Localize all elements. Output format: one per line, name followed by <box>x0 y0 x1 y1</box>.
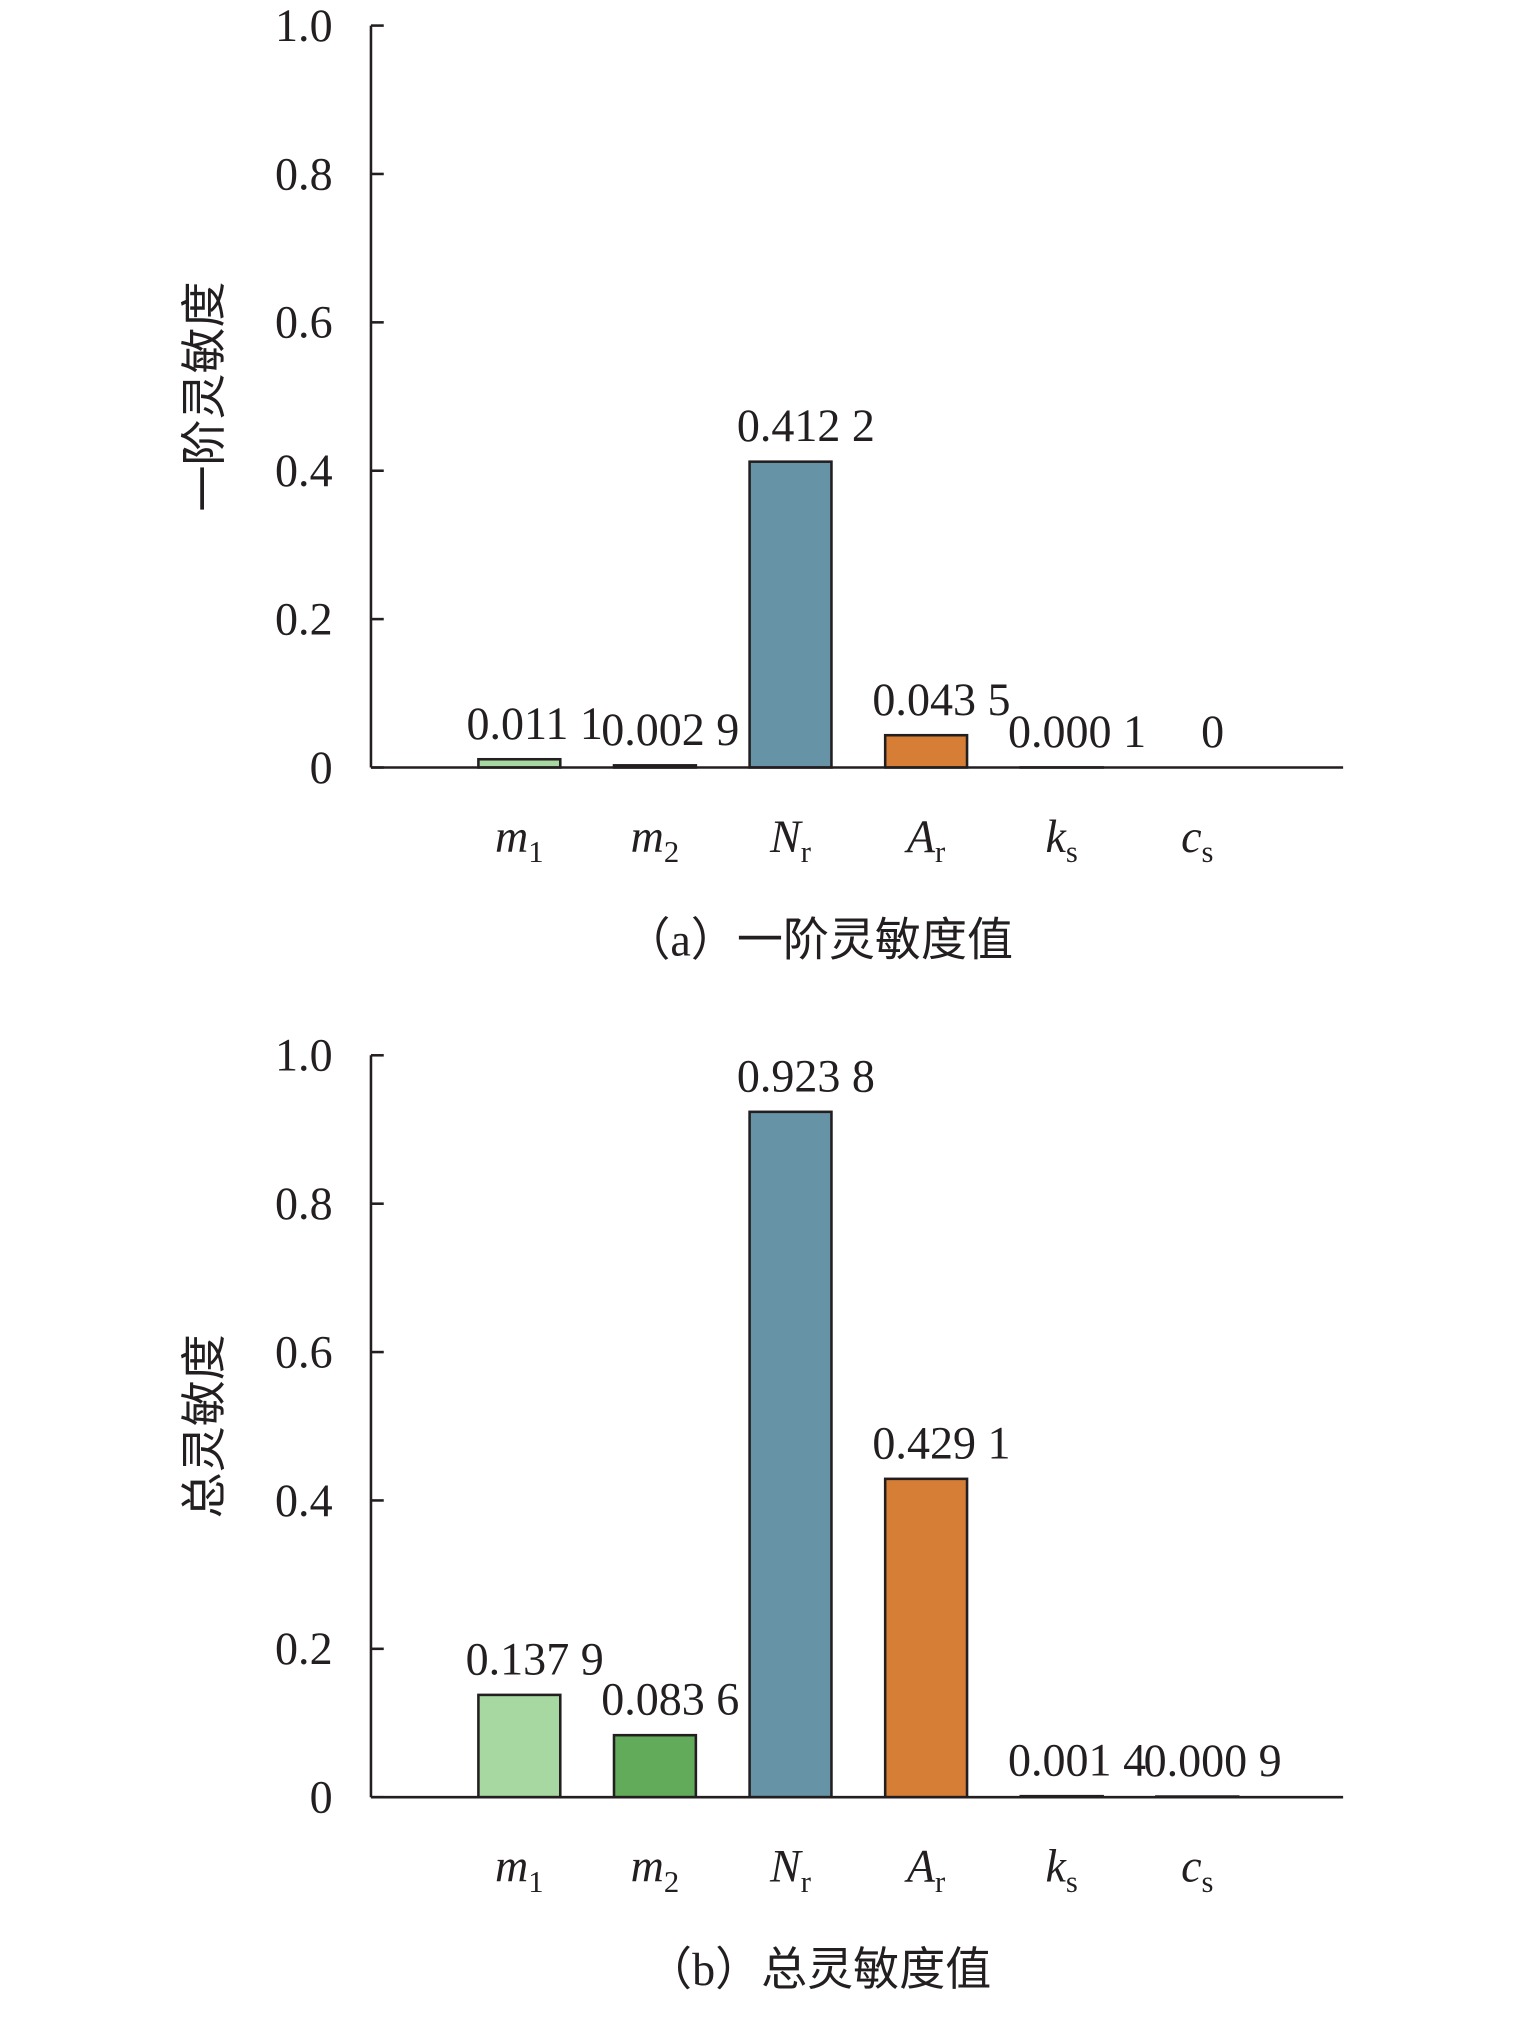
value-label: 0.923 8 <box>737 1050 875 1101</box>
category-symbol: k <box>1046 1841 1068 1892</box>
category-subscript: s <box>1202 835 1214 869</box>
y-tick-label: 0.8 <box>275 1178 333 1229</box>
category-subscript: 1 <box>528 1865 543 1899</box>
category-subscript: r <box>935 1865 945 1899</box>
value-label: 0 <box>1201 706 1224 757</box>
bar <box>883 733 969 769</box>
y-tick-label: 0 <box>310 1772 333 1823</box>
value-label: 0.043 5 <box>872 674 1010 725</box>
y-tick-label: 1.0 <box>275 0 333 51</box>
caption: （b）总灵敏度值 <box>646 1944 991 1995</box>
x-tick-label: m2 <box>631 811 680 869</box>
category-symbol: m <box>631 811 664 862</box>
caption: （a）一阶灵敏度值 <box>624 915 1013 966</box>
y-tick-label: 0.6 <box>275 297 333 348</box>
category-subscript: 1 <box>528 835 543 869</box>
y-tick-label: 0 <box>310 742 333 793</box>
value-label: 0.000 9 <box>1144 1735 1282 1786</box>
y-tick-label: 0.4 <box>275 1475 333 1526</box>
x-tick-label: Nr <box>769 1841 811 1899</box>
category-subscript: s <box>1066 835 1078 869</box>
y-axis-label: 一阶灵敏度 <box>179 281 230 511</box>
category-symbol: c <box>1181 1841 1201 1892</box>
y-tick-label: 0.4 <box>275 445 333 496</box>
category-subscript: s <box>1202 1865 1214 1899</box>
value-label: 0.011 1 <box>466 698 602 749</box>
value-label: 0.137 9 <box>466 1633 604 1684</box>
x-tick-label: Ar <box>904 811 945 869</box>
value-label: 0.412 2 <box>737 400 875 451</box>
category-symbol: m <box>631 1841 664 1892</box>
category-subscript: r <box>935 835 945 869</box>
x-tick-label: ks <box>1046 1841 1078 1899</box>
y-axis-label: 总灵敏度 <box>179 1334 230 1518</box>
y-tick-label: 0.8 <box>275 148 333 199</box>
category-subscript: r <box>801 1865 811 1899</box>
value-label: 0.001 4 <box>1008 1735 1146 1786</box>
x-tick-label: m1 <box>495 811 544 869</box>
bar <box>883 1477 969 1799</box>
bar <box>477 1693 562 1799</box>
category-subscript: s <box>1066 1865 1078 1899</box>
category-symbol: N <box>769 811 803 862</box>
category-symbol: A <box>904 811 936 862</box>
x-tick-label: ks <box>1046 811 1078 869</box>
category-symbol: c <box>1181 811 1201 862</box>
x-tick-label: m1 <box>495 1841 544 1899</box>
bar <box>612 1733 698 1799</box>
y-tick-label: 1.0 <box>275 1030 333 1081</box>
category-symbol: m <box>495 1841 528 1892</box>
x-tick-label: m2 <box>631 1841 680 1899</box>
category-subscript: r <box>801 835 811 869</box>
x-tick-label: cs <box>1181 1841 1213 1899</box>
y-tick-label: 0.6 <box>275 1326 333 1377</box>
category-subscript: 2 <box>664 835 679 869</box>
category-symbol: N <box>769 1841 803 1892</box>
y-tick-label: 0.2 <box>275 593 333 644</box>
bar <box>748 460 833 769</box>
x-tick-label: Ar <box>904 1841 945 1899</box>
value-label: 0.000 1 <box>1008 706 1146 757</box>
category-symbol: k <box>1046 811 1068 862</box>
bar <box>748 1110 833 1799</box>
category-subscript: 2 <box>664 1865 679 1899</box>
y-tick-label: 0.2 <box>275 1623 333 1674</box>
x-tick-label: cs <box>1181 811 1213 869</box>
category-symbol: m <box>495 811 528 862</box>
value-label: 0.429 1 <box>872 1417 1010 1468</box>
value-label: 0.002 9 <box>601 704 739 755</box>
x-tick-label: Nr <box>769 811 811 869</box>
category-symbol: A <box>904 1841 936 1892</box>
value-label: 0.083 6 <box>601 1674 739 1725</box>
